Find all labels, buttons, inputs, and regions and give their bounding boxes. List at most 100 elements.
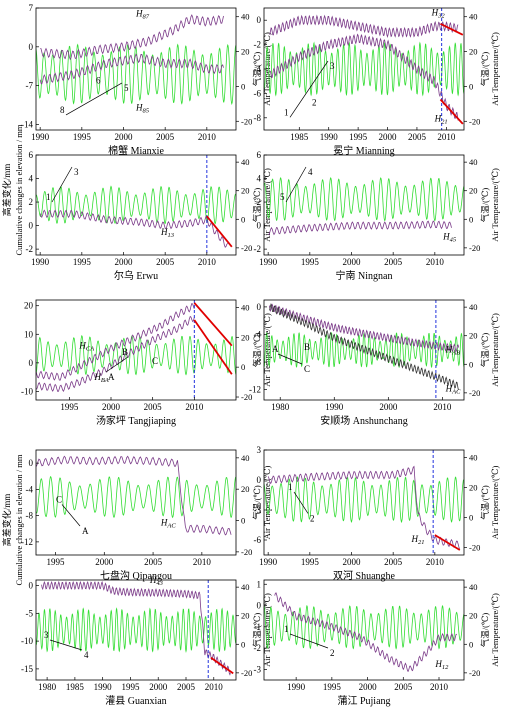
elevation-series-H85 xyxy=(39,53,224,85)
x-tick-label: 2005 xyxy=(408,132,427,142)
temperature-series xyxy=(264,331,464,369)
y-tick-label: 10 xyxy=(24,329,34,339)
panel-title: 安顺场 Anshunchang xyxy=(320,414,408,427)
x-tick-label: 1990 xyxy=(259,557,278,567)
benchmark-label: 3 xyxy=(44,630,49,640)
x-tick-label: 1995 xyxy=(121,682,140,692)
y-tick-label: 20 xyxy=(24,301,34,311)
temp-tick-label: -20 xyxy=(241,668,252,678)
temp-tick-label: -20 xyxy=(469,543,480,553)
benchmark-label: 1 xyxy=(284,624,289,634)
y-tick-label: 0 xyxy=(257,221,262,231)
y-tick-label: -1 xyxy=(254,622,262,632)
trend-line-1 xyxy=(206,215,233,248)
panel-frame xyxy=(35,579,237,681)
benchmark-sketch-line xyxy=(289,633,329,649)
series-label-H85: H85 xyxy=(135,103,150,115)
series-label-H21: H21 xyxy=(434,113,448,125)
right-axis-label-en: Air Temperature/(℃) xyxy=(490,32,500,106)
benchmark-label: 5 xyxy=(124,83,129,93)
benchmark-label: 4 xyxy=(84,650,89,660)
y-tick-label: -7 xyxy=(26,81,34,91)
y-tick-label: 0 xyxy=(29,581,34,591)
right-axis-label-cn: 气温/(℃) xyxy=(252,52,262,87)
benchmark-label: A xyxy=(108,372,115,382)
left-axis-label-cn: 高差变化/mm xyxy=(1,164,12,217)
x-tick-label: 2000 xyxy=(149,682,168,692)
temp-tick-label: 20 xyxy=(241,611,250,621)
elevation-series-H87 xyxy=(40,14,224,60)
panel-1: 1990 1995 2000 2005 2010-14-707-2002040H87H8… xyxy=(21,3,272,157)
right-axis-label-en: Air Temperature/(℃) xyxy=(490,313,500,387)
y-tick-label: 0 xyxy=(257,302,262,312)
temp-tick-label: 20 xyxy=(241,484,250,494)
elevation-series-HAC xyxy=(36,455,232,536)
panel-title: 双河 Shuanghe xyxy=(333,570,395,582)
x-tick-label: 2005 xyxy=(384,557,403,567)
y-tick-label: 0 xyxy=(257,475,262,485)
temp-tick-label: 0 xyxy=(241,516,245,526)
series-label-HAC: HAC xyxy=(160,517,176,529)
temperature-series xyxy=(264,604,464,650)
temp-tick-label: -20 xyxy=(241,392,252,402)
benchmark-sketch-line xyxy=(49,639,83,651)
right-axis-label-en: Air Temperature/(℃) xyxy=(490,466,500,540)
x-tick-label: 2010 xyxy=(426,557,445,567)
temperature-series xyxy=(264,176,464,222)
benchmark-label: 5 xyxy=(280,192,285,202)
benchmark-label: A xyxy=(272,344,279,354)
panel-title: 宁南 Ningnan xyxy=(336,269,393,282)
temperature-series xyxy=(36,607,236,653)
panel-frame xyxy=(35,154,237,256)
y-tick-label: -2 xyxy=(254,244,262,254)
trend-line-1 xyxy=(440,23,464,36)
right-axis-label-cn: 气温/(℃) xyxy=(480,613,490,648)
y-tick-label: 0 xyxy=(29,221,34,231)
x-tick-label: 2010 xyxy=(185,402,204,412)
series-label-HCA: HCA xyxy=(78,341,94,353)
x-tick-label: 2000 xyxy=(359,682,378,692)
elevation-series-HAC xyxy=(269,303,459,390)
panel-title: 灌县 Guanxian xyxy=(105,695,166,707)
right-axis-label-cn: 气温/(℃) xyxy=(252,188,262,223)
y-tick-label: -8 xyxy=(26,511,34,521)
x-tick-label: 1990 xyxy=(31,132,50,142)
panel-title: 棉蟹 Mianxie xyxy=(108,144,164,157)
trend-line-1 xyxy=(193,302,233,347)
panel-title: 汤家坪 Tangjiaping xyxy=(96,414,176,427)
benchmark-label: C xyxy=(304,364,310,374)
benchmark-label: C xyxy=(56,495,62,505)
temp-tick-label: 40 xyxy=(469,453,478,463)
temp-tick-label: 0 xyxy=(469,513,473,523)
y-tick-label: -12 xyxy=(249,385,261,395)
benchmark-label: 2 xyxy=(330,648,335,658)
y-tick-label: -14 xyxy=(21,119,33,129)
series-label-H43: H43 xyxy=(149,575,164,587)
y-tick-label: 0 xyxy=(29,358,34,368)
benchmark-sketch-line xyxy=(65,82,123,116)
x-tick-label: 2005 xyxy=(394,682,413,692)
temp-tick-label: 20 xyxy=(469,331,478,341)
temp-tick-label: 0 xyxy=(469,214,473,224)
x-tick-label: 2010 xyxy=(198,132,217,142)
temp-tick-label: 40 xyxy=(241,157,250,167)
benchmark-sketch-line xyxy=(51,166,73,203)
y-tick-label: -4 xyxy=(254,64,262,74)
x-tick-label: 2000 xyxy=(115,132,134,142)
panel-frame xyxy=(263,154,465,256)
series-label-HAB: HAB xyxy=(445,344,460,356)
y-tick-label: 6 xyxy=(257,150,262,160)
x-tick-label: 1990 xyxy=(320,132,339,142)
right-axis-label-cn: 气温/(℃) xyxy=(252,613,262,648)
elevation-series-H21 xyxy=(269,33,459,121)
x-tick-label: 1995 xyxy=(60,402,79,412)
x-tick-label: 1995 xyxy=(73,132,92,142)
temp-tick-label: -20 xyxy=(241,547,252,557)
temp-tick-label: 20 xyxy=(241,47,250,57)
x-tick-label: 2000 xyxy=(102,402,121,412)
trend-line-1 xyxy=(210,657,234,675)
left-axis-label-en: Cumulative changes in elevation / mm xyxy=(14,124,24,255)
benchmark-sketch-line xyxy=(277,353,303,365)
trend-line-1 xyxy=(434,534,461,551)
benchmark-sketch-line xyxy=(285,166,307,203)
